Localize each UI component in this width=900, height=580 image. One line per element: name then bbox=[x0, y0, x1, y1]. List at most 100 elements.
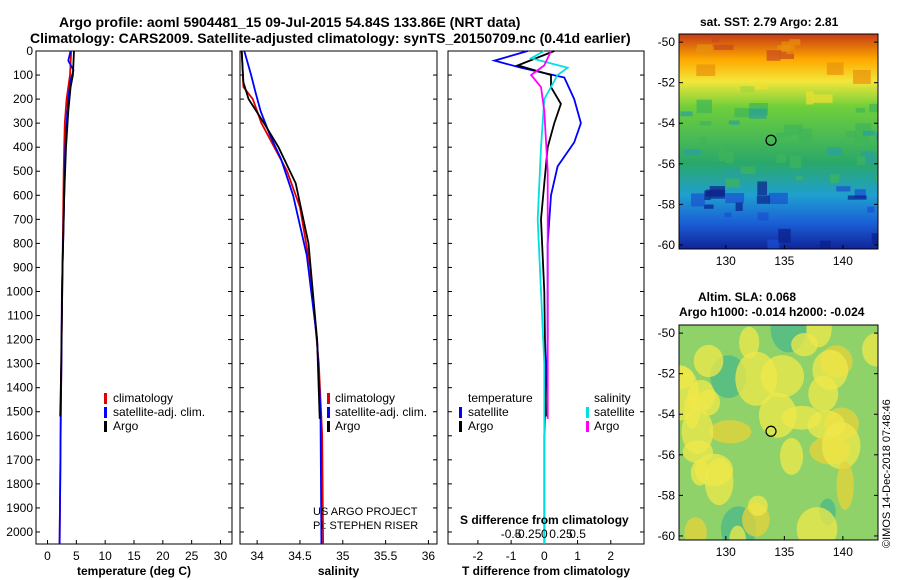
salinity-x-tick-label: 34.5 bbox=[288, 549, 312, 563]
sst-texture-cell bbox=[871, 233, 878, 244]
depth-tick-label: 1100 bbox=[7, 309, 33, 323]
difference-series-salinity-satellite bbox=[528, 50, 570, 544]
salinity-difference-tick-label: -0.25 bbox=[514, 527, 542, 541]
sla-map-frame bbox=[678, 324, 879, 541]
sla-texture-blob bbox=[739, 326, 760, 359]
sla-map-title: Altim. SLA: 0.068 bbox=[698, 290, 796, 304]
diff-legend-label: satellite bbox=[468, 405, 509, 419]
salinity-legend-label: climatology bbox=[335, 391, 395, 405]
sst-texture-cell bbox=[691, 193, 705, 207]
sla-texture-blob bbox=[682, 440, 714, 464]
sla-texture-blob bbox=[708, 420, 752, 444]
sst-texture-cell bbox=[735, 201, 743, 211]
depth-tick-label: 1900 bbox=[6, 501, 33, 515]
difference-x-axis-label: T difference from climatology bbox=[462, 564, 630, 578]
imos-watermark: ©IMOS 14-Dec-2018 07:48:46 bbox=[881, 399, 893, 548]
temperature-x-tick-label: 15 bbox=[127, 549, 141, 563]
sst-map-title: sat. SST: 2.79 Argo: 2.81 bbox=[700, 15, 839, 29]
sst-texture-cell bbox=[876, 132, 878, 141]
sst-texture-cell bbox=[757, 212, 769, 221]
difference-x-tick-label: -2 bbox=[473, 549, 484, 563]
sla-texture-blob bbox=[684, 517, 707, 540]
map-latitude-label: -60 bbox=[658, 529, 676, 543]
salinity-series-argo bbox=[240, 50, 321, 419]
salinity-panel: 34 34.5 35 35.5 36 salinity climatologysatelli… bbox=[239, 50, 438, 578]
depth-tick-label: 1600 bbox=[6, 429, 33, 443]
depth-tick-label: 500 bbox=[13, 164, 33, 178]
temperature-x-tick-label: 20 bbox=[156, 549, 170, 563]
sst-texture-cell bbox=[855, 123, 872, 136]
salinity-difference-tick-label: 0.25 bbox=[549, 527, 573, 541]
difference-plot-frame bbox=[447, 50, 645, 545]
sst-texture-cell bbox=[768, 192, 788, 205]
depth-tick-label: 1700 bbox=[6, 453, 33, 467]
depth-tick-label: 2000 bbox=[6, 525, 33, 539]
map-longitude-label: 135 bbox=[774, 545, 794, 559]
sla-texture-blob bbox=[779, 437, 804, 475]
sla-texture-blob bbox=[693, 344, 724, 378]
salinity-x-tick-label: 35 bbox=[336, 549, 350, 563]
sla-texture-blob bbox=[679, 365, 699, 421]
sla-texture-blob bbox=[697, 389, 720, 416]
difference-series-temperature-argo bbox=[515, 50, 562, 417]
depth-tick-label: 400 bbox=[13, 140, 33, 154]
depth-tick-label: 1400 bbox=[6, 381, 33, 395]
depth-tick-label: 900 bbox=[13, 260, 33, 274]
map-latitude-label: -60 bbox=[658, 238, 676, 252]
salinity-x-tick-label: 34 bbox=[250, 549, 264, 563]
sst-texture-cell bbox=[714, 44, 734, 50]
sst-texture-cell bbox=[728, 120, 740, 125]
sst-texture-cell bbox=[778, 228, 791, 243]
temperature-legend-swatch bbox=[104, 407, 107, 418]
sst-texture-cell bbox=[830, 174, 840, 183]
sst-texture-cell bbox=[724, 212, 732, 218]
map-longitude-label: 135 bbox=[774, 254, 794, 268]
sla-texture-blob bbox=[862, 332, 878, 367]
salinity-x-tick-label: 36 bbox=[422, 549, 436, 563]
sla-map: Altim. SLA: 0.068 Argo h1000: -0.014 h20… bbox=[658, 290, 879, 559]
sla-texture-blob bbox=[796, 507, 838, 540]
sst-texture-cell bbox=[826, 62, 844, 75]
sst-texture-cell bbox=[854, 135, 870, 144]
depth-tick-label: 1500 bbox=[6, 405, 33, 419]
temperature-legend-swatch bbox=[104, 393, 107, 404]
temperature-x-tick-label: 25 bbox=[185, 549, 199, 563]
sla-map-subtitle: Argo h1000: -0.014 h2000: -0.024 bbox=[679, 305, 865, 319]
sst-texture-cell bbox=[756, 195, 770, 204]
map-latitude-label: -54 bbox=[658, 116, 676, 130]
sst-map-frame bbox=[678, 33, 879, 250]
sst-texture-cell bbox=[784, 124, 803, 136]
sla-texture-blob bbox=[836, 461, 854, 510]
map-latitude-label: -58 bbox=[658, 488, 676, 502]
sst-texture-cell bbox=[705, 189, 726, 197]
sst-map-axes: 130 135 140 -50 -52 -54 -56 -58 -60 bbox=[658, 35, 878, 268]
diff-legend-swatch bbox=[586, 407, 589, 418]
diff-legend-label: Argo bbox=[594, 419, 620, 433]
sst-texture-cell bbox=[854, 189, 866, 198]
sst-texture-cell bbox=[695, 48, 706, 53]
title-line-1: Argo profile: aoml 5904481_15 09-Jul-201… bbox=[59, 14, 520, 30]
sst-texture-cell bbox=[836, 186, 851, 192]
temperature-x-tick-label: 10 bbox=[98, 549, 112, 563]
temperature-legend-swatch bbox=[104, 421, 107, 432]
map-latitude-label: -56 bbox=[658, 448, 676, 462]
sst-texture-cell bbox=[852, 69, 871, 84]
temperature-legend-label: climatology bbox=[113, 391, 173, 405]
sst-texture-cell bbox=[775, 132, 791, 138]
diff-legend-swatch bbox=[586, 421, 589, 432]
difference-x-tick-label: -1 bbox=[506, 549, 517, 563]
salinity-difference-tick-label: 0 bbox=[541, 527, 548, 541]
sst-texture-cell bbox=[757, 181, 768, 196]
difference-panel: -2 -1 0 1 2T difference from climatology -0.5… bbox=[447, 50, 645, 578]
sst-texture-cell bbox=[740, 86, 755, 93]
sst-texture-cell bbox=[867, 206, 875, 213]
difference-x-tick-label: 0 bbox=[541, 549, 548, 563]
map-latitude-label: -54 bbox=[658, 407, 676, 421]
sst-texture-cell bbox=[696, 64, 716, 76]
salinity-legend-label: Argo bbox=[335, 419, 361, 433]
difference-x-tick-label: 2 bbox=[607, 549, 614, 563]
sst-texture-cell bbox=[862, 130, 876, 136]
sst-texture-cell bbox=[696, 99, 712, 114]
sst-texture-cell bbox=[725, 151, 734, 164]
